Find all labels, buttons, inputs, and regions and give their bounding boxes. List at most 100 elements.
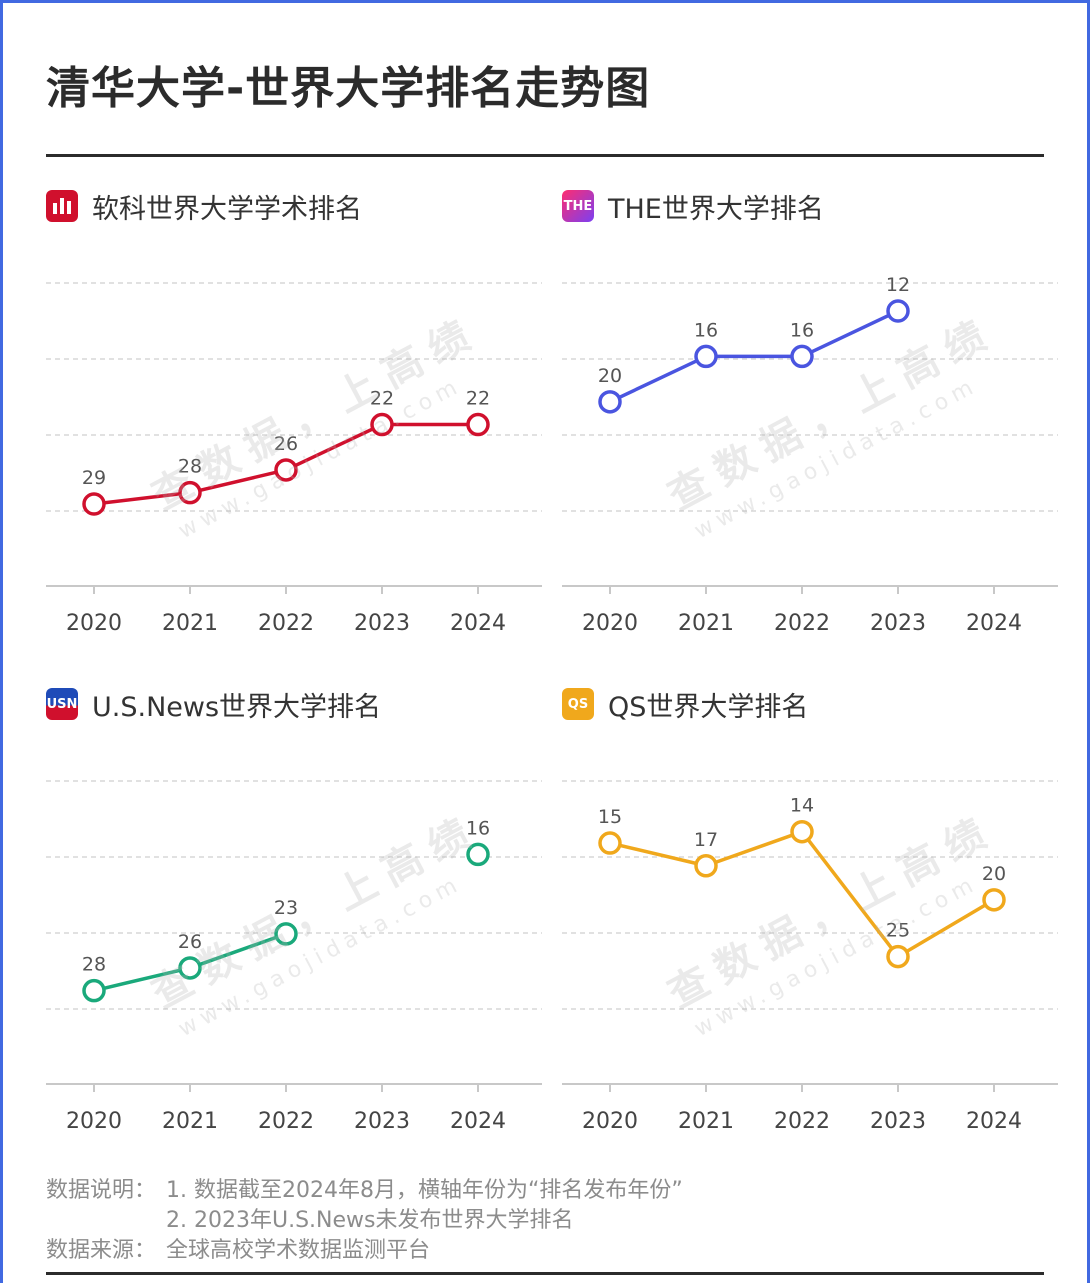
data-label: 23 xyxy=(274,897,298,919)
chart-panel-the: THE THE世界大学排名 2020 2021 2022 2023 2024 20 16 16… xyxy=(562,186,1062,656)
series-line-segment xyxy=(608,354,708,404)
source-text: 全球高校学术数据监测平台 xyxy=(166,1238,431,1263)
data-label: 16 xyxy=(694,319,718,341)
line-chart: 2020 2021 2022 2023 2024 20 16 16 12 xyxy=(562,274,1058,636)
x-tick-label: 2020 xyxy=(66,1109,122,1134)
series-line-segment xyxy=(188,468,288,495)
series-line-segment xyxy=(704,829,804,868)
x-tick-label: 2021 xyxy=(162,1109,218,1134)
x-tick-label: 2022 xyxy=(258,611,314,636)
data-point xyxy=(886,299,910,323)
usnews-logo-icon: USN xyxy=(46,688,78,720)
series-line-segment xyxy=(896,898,996,959)
data-point xyxy=(790,819,814,844)
data-label: 16 xyxy=(790,319,814,341)
usnews-logo-text: USN xyxy=(46,696,78,712)
data-point xyxy=(178,956,202,980)
data-label: 15 xyxy=(598,806,622,828)
panel-title: 软科世界大学学术排名 xyxy=(92,193,362,225)
series-line-segment xyxy=(284,422,384,472)
qs-logo-text: QS xyxy=(567,696,589,712)
qs-logo-icon: QS xyxy=(562,688,594,720)
x-tick-label: 2022 xyxy=(774,1109,830,1134)
data-point xyxy=(82,492,106,516)
series-line-segment xyxy=(92,490,192,506)
data-point xyxy=(694,344,718,369)
x-tick-label: 2020 xyxy=(66,611,122,636)
data-point xyxy=(598,831,622,855)
chart-panel-usnews: USN U.S.News世界大学排名 2020 2021 2022 2023 2024 2… xyxy=(46,684,546,1154)
data-label: 28 xyxy=(178,456,202,478)
x-tick-label: 2022 xyxy=(774,611,830,636)
data-label: 20 xyxy=(982,863,1006,885)
x-tick-label: 2024 xyxy=(450,611,506,636)
x-tick-label: 2023 xyxy=(870,611,926,636)
x-tick-label: 2021 xyxy=(162,611,218,636)
data-point xyxy=(178,480,202,505)
data-point xyxy=(598,390,622,414)
data-label: 26 xyxy=(178,931,202,953)
x-tick-label: 2021 xyxy=(678,1109,734,1134)
footnotes: 数据说明： 1. 数据截至2024年8月，横轴年份为“排名发布年份” 2. 20… xyxy=(46,1176,683,1266)
line-chart: 2020 2021 2022 2023 2024 29 28 26 22 22 xyxy=(46,282,542,636)
note-text: 1. 数据截至2024年8月，横轴年份为“排名发布年份” xyxy=(166,1178,683,1203)
bottom-divider xyxy=(46,1272,1044,1275)
source-row: 数据来源： 全球高校学术数据监测平台 xyxy=(46,1236,683,1266)
series-line-segment xyxy=(800,309,900,359)
series-line-segment xyxy=(608,841,708,868)
x-tick-label: 2023 xyxy=(354,1109,410,1134)
x-tick-label: 2021 xyxy=(678,611,734,636)
data-point xyxy=(274,922,298,946)
panel-header: USN U.S.News世界大学排名 xyxy=(46,684,381,724)
panel-header: QS QS世界大学排名 xyxy=(562,684,808,724)
data-label: 12 xyxy=(886,274,910,296)
ruanke-logo-icon xyxy=(46,190,78,222)
data-point xyxy=(466,842,490,867)
data-point xyxy=(982,888,1006,912)
data-label: 16 xyxy=(466,817,490,839)
data-label: 28 xyxy=(82,954,106,976)
panel-title: QS世界大学排名 xyxy=(608,691,809,723)
source-label: 数据来源： xyxy=(46,1238,157,1263)
x-tick-label: 2024 xyxy=(966,1109,1022,1134)
data-point xyxy=(790,344,814,369)
page-title: 清华大学-世界大学排名走势图 xyxy=(46,63,651,114)
data-label: 14 xyxy=(790,795,814,817)
series-line-segment xyxy=(800,829,900,959)
data-label: 25 xyxy=(886,920,910,942)
series-line-segment xyxy=(188,932,288,970)
note-row: 数据说明： 1. 数据截至2024年8月，横轴年份为“排名发布年份” xyxy=(46,1176,683,1206)
panel-title: THE世界大学排名 xyxy=(608,193,824,225)
panel-header: 软科世界大学学术排名 xyxy=(46,186,362,226)
x-tick-label: 2022 xyxy=(258,1109,314,1134)
the-logo-icon: THE xyxy=(562,190,594,222)
data-point xyxy=(886,944,910,969)
data-label: 22 xyxy=(466,388,490,410)
title-divider xyxy=(46,154,1044,157)
data-label: 22 xyxy=(370,388,394,410)
data-point xyxy=(82,978,106,1003)
data-label: 29 xyxy=(82,467,106,489)
line-chart: 2020 2021 2022 2023 2024 28 26 23 16 xyxy=(46,780,542,1134)
note-label: 数据说明： xyxy=(46,1178,157,1203)
data-point xyxy=(694,854,718,878)
data-point xyxy=(466,412,490,437)
note-label-spacer xyxy=(46,1206,166,1236)
chart-panel-ruanke: 软科世界大学学术排名 2020 2021 2022 2023 2024 29 28 26 22 2… xyxy=(46,186,546,656)
data-point xyxy=(370,412,394,437)
panel-header: THE THE世界大学排名 xyxy=(562,186,824,226)
data-label: 17 xyxy=(694,829,718,851)
panel-title: U.S.News世界大学排名 xyxy=(92,691,382,723)
bar-chart-icon xyxy=(53,198,71,214)
x-tick-label: 2020 xyxy=(582,1109,638,1134)
data-label: 26 xyxy=(274,433,298,455)
note-row: 2. 2023年U.S.News未发布世界大学排名 xyxy=(46,1206,683,1236)
chart-panel-qs: QS QS世界大学排名 2020 2021 2022 2023 2024 15 17 14 25… xyxy=(562,684,1062,1154)
data-point xyxy=(274,458,298,482)
line-chart: 2020 2021 2022 2023 2024 15 17 14 25 20 xyxy=(562,780,1058,1134)
x-tick-label: 2023 xyxy=(354,611,410,636)
x-tick-label: 2024 xyxy=(450,1109,506,1134)
the-logo-text: THE xyxy=(563,198,593,214)
x-tick-label: 2024 xyxy=(966,611,1022,636)
